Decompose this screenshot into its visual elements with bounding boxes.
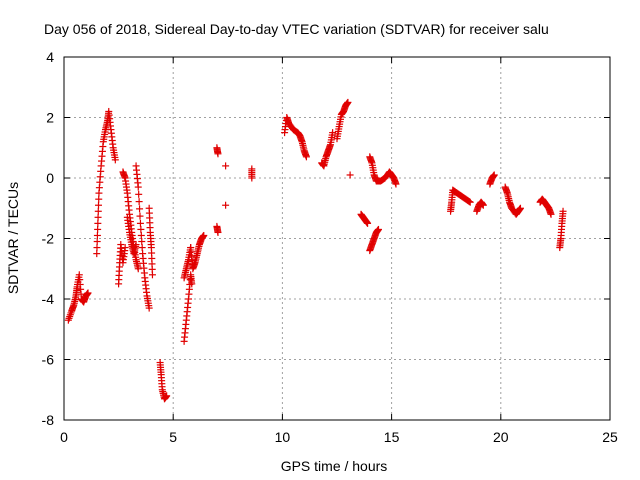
x-tick-label: 0 (60, 429, 68, 445)
data-point (145, 304, 153, 312)
x-axis-label: GPS time / hours (281, 458, 388, 474)
data-point (95, 201, 103, 209)
data-point (93, 250, 101, 258)
data-point (148, 271, 156, 279)
data-point (95, 195, 103, 203)
data-point (138, 244, 146, 252)
data-point (135, 198, 143, 206)
data-point (222, 201, 230, 209)
plot-frame (63, 56, 611, 421)
x-tick-label: 20 (493, 429, 509, 445)
y-tick-label: -2 (42, 231, 55, 247)
gridlines (64, 57, 610, 420)
data-point (135, 190, 143, 198)
data-point (466, 198, 474, 206)
data-point (134, 183, 142, 191)
data-point (374, 225, 382, 233)
y-tick-label: -4 (42, 291, 55, 307)
data-point (84, 289, 92, 297)
data-point (132, 241, 140, 249)
data-point (134, 265, 142, 273)
data-point (392, 180, 400, 188)
data-point (344, 98, 352, 106)
data-point (214, 150, 222, 158)
data-point (547, 210, 555, 218)
data-point (248, 165, 256, 173)
x-tick-label: 10 (275, 429, 291, 445)
x-tick-labels: 0 5 10 15 20 25 (60, 429, 618, 445)
data-point (94, 207, 102, 215)
data-point (93, 238, 101, 246)
data-point (346, 171, 354, 179)
data-point (137, 225, 145, 233)
data-point (490, 171, 498, 179)
data-point (329, 129, 337, 137)
data-point (516, 204, 524, 212)
data-point (121, 244, 129, 252)
data-point (94, 213, 102, 221)
data-point (138, 238, 146, 246)
data-point (559, 207, 567, 215)
x-tick-label: 15 (384, 429, 400, 445)
data-point (136, 212, 144, 220)
y-tick-label: -8 (42, 412, 55, 428)
data-point (214, 228, 222, 236)
y-axis-label: SDTVAR / TECUs (5, 182, 21, 294)
data-points (64, 98, 567, 403)
y-tick-label: -6 (42, 352, 55, 368)
y-tick-label: 0 (46, 170, 54, 186)
data-point (93, 231, 101, 239)
data-point (94, 225, 102, 233)
data-point (163, 392, 171, 400)
x-tick-label: 25 (602, 429, 618, 445)
data-point (479, 201, 487, 209)
y-tick-labels: 4 2 0 -2 -4 -6 -8 (42, 49, 55, 428)
data-point (94, 219, 102, 227)
data-point (136, 219, 144, 227)
y-tick-label: 2 (46, 110, 54, 126)
x-tick-label: 5 (169, 429, 177, 445)
data-point (200, 231, 208, 239)
data-point (364, 219, 372, 227)
data-point (111, 156, 119, 164)
data-point (302, 153, 310, 161)
data-point (222, 162, 230, 170)
data-point (93, 244, 101, 252)
y-tick-label: 4 (46, 49, 54, 65)
chart-title: Day 056 of 2018, Sidereal Day-to-day VTE… (44, 21, 549, 37)
data-point (188, 280, 196, 288)
data-point (465, 198, 473, 206)
data-point (136, 205, 144, 213)
data-point (137, 231, 145, 239)
